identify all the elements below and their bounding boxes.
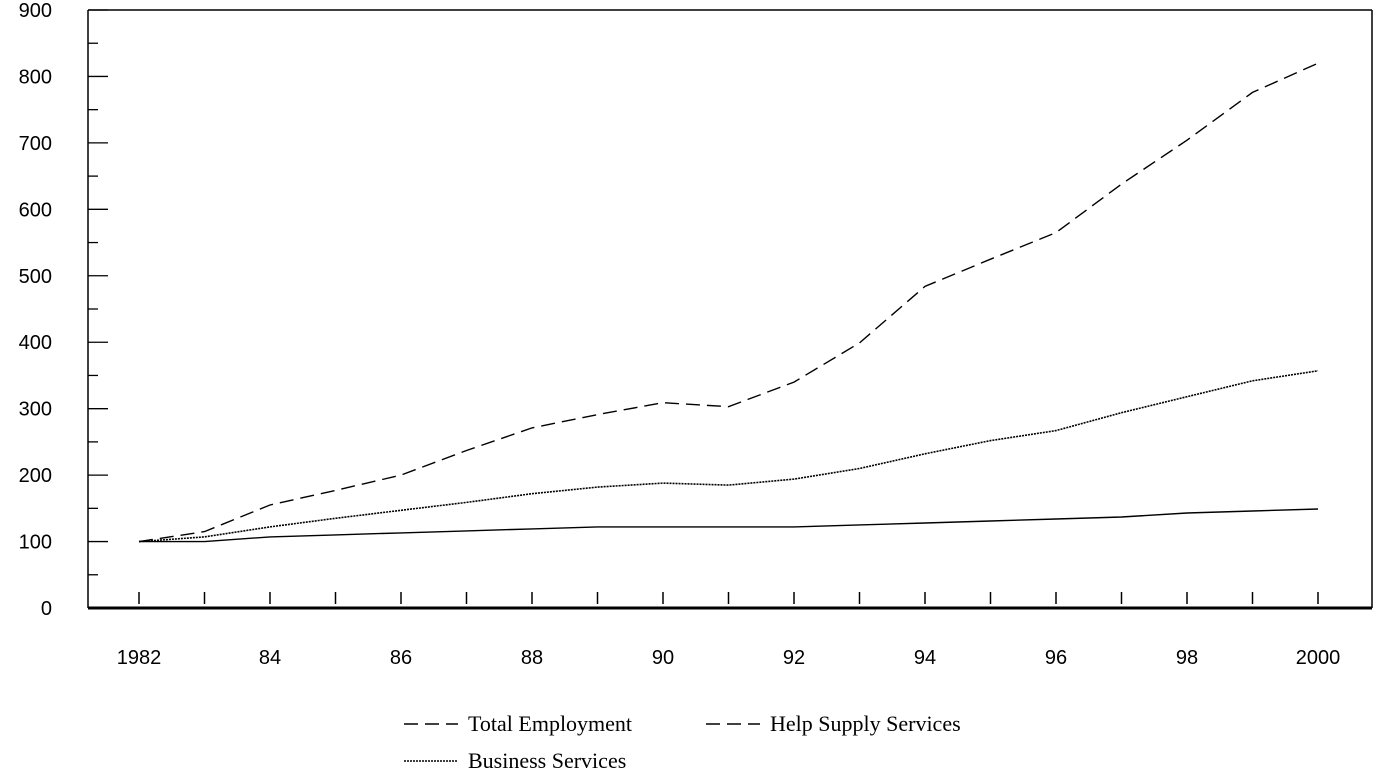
series-line-total-employment bbox=[139, 508, 1319, 543]
y-tick-label: 0 bbox=[41, 598, 52, 620]
y-tick-label: 200 bbox=[19, 465, 52, 487]
x-tick-label: 96 bbox=[1045, 647, 1067, 669]
y-tick-label: 500 bbox=[19, 266, 52, 288]
y-tick-label: 100 bbox=[19, 532, 52, 554]
x-tick-label: 88 bbox=[521, 647, 543, 669]
legend: Total Employment Help Supply Services Busi… bbox=[404, 711, 961, 773]
legend-label: Business Services bbox=[468, 748, 626, 773]
series-line-business-services bbox=[138, 370, 1319, 543]
x-axis-tick-labels: 1982 84 86 88 90 92 94 96 98 2000 bbox=[117, 647, 1341, 669]
y-tick-label: 700 bbox=[19, 133, 52, 155]
x-tick-label: 98 bbox=[1176, 647, 1198, 669]
y-axis-ticks bbox=[88, 9, 108, 609]
x-tick-label: 86 bbox=[390, 647, 412, 669]
x-tick-label: 92 bbox=[783, 647, 805, 669]
series-lines bbox=[138, 62, 1319, 543]
y-tick-label: 600 bbox=[19, 199, 52, 221]
x-tick-label: 84 bbox=[259, 647, 281, 669]
y-tick-label: 300 bbox=[19, 399, 52, 421]
x-axis-ticks bbox=[138, 592, 1319, 604]
legend-label: Help Supply Services bbox=[770, 711, 961, 736]
series-line-help-supply-services bbox=[138, 62, 1319, 543]
y-tick-label: 400 bbox=[19, 332, 52, 354]
x-tick-label: 2000 bbox=[1296, 647, 1341, 669]
y-axis-tick-labels: 0 100 200 300 400 500 600 700 800 900 bbox=[19, 0, 52, 620]
y-tick-label: 800 bbox=[19, 66, 52, 88]
y-tick-label: 900 bbox=[19, 0, 52, 22]
x-tick-label: 94 bbox=[914, 647, 936, 669]
x-tick-label: 90 bbox=[652, 647, 674, 669]
x-tick-label: 1982 bbox=[117, 647, 162, 669]
legend-label: Total Employment bbox=[468, 711, 632, 736]
